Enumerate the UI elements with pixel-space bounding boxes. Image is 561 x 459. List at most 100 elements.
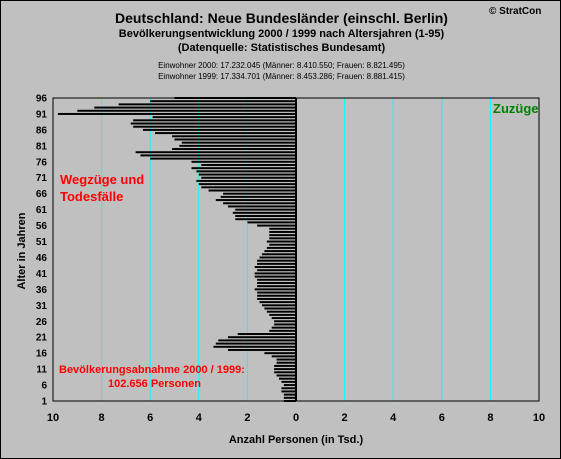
bar-age-15 [271,355,296,358]
y-tick-label: 36 [36,285,48,296]
bar-age-3 [283,393,296,396]
bar-age-39 [257,278,296,281]
bar-age-77 [150,157,296,160]
chart-title: Deutschland: Neue Bundesländer (einschl.… [115,10,448,26]
bar-age-4 [281,390,296,393]
y-tick-label: 21 [36,333,48,344]
bar-age-60 [232,211,296,214]
x-tick-label: 6 [147,412,153,424]
copyright-label: © StratCon [489,6,542,17]
bar-age-37 [257,285,296,288]
bar-age-25 [274,323,296,326]
y-tick-label: 71 [36,173,48,184]
bar-age-14 [276,358,296,361]
bar-age-86 [142,128,296,131]
annotation-decline-line2: 102.656 Personen [108,378,201,390]
x-tick-label: 10 [47,412,59,424]
y-tick-label: 46 [36,253,48,264]
y-tick-label: 91 [36,109,48,120]
bar-age-79 [135,151,296,154]
bar-age-69 [198,183,296,186]
y-tick-label: 81 [36,141,48,152]
annotation-outflow-line2: Todesfälle [60,189,123,204]
population-2000: Einwohner 2000: 17.232.045 (Männer: 8.41… [158,61,405,70]
bar-age-20 [218,339,296,342]
bar-age-57 [247,221,296,224]
x-axis-label: Anzahl Personen (in Tsd.) [229,434,364,446]
bar-age-87 [133,125,296,128]
bar-age-26 [274,320,296,323]
bar-age-5 [281,387,296,390]
x-tick-label: 4 [390,412,397,424]
bar-age-94 [118,103,296,106]
bar-age-88 [130,122,296,125]
y-tick-label: 11 [36,365,47,376]
bar-age-12 [274,364,296,367]
bar-age-36 [254,288,296,291]
bar-age-30 [264,307,296,310]
x-tick-label: 2 [244,412,250,424]
bar-age-21 [227,336,296,339]
bar-age-19 [215,342,296,345]
x-tick-label: 2 [342,412,348,424]
y-tick-label: 66 [36,189,48,200]
bar-age-42 [257,269,296,272]
x-tick-label: 8 [487,412,493,424]
bar-age-52 [269,237,296,240]
bar-age-63 [223,202,296,205]
bar-age-81 [179,144,296,147]
bar-age-51 [266,240,296,243]
bar-age-84 [172,135,296,138]
y-tick-label: 16 [36,349,48,360]
bar-age-61 [235,208,296,211]
bar-age-53 [269,234,296,237]
bar-age-78 [140,154,296,157]
bar-age-70 [196,179,296,182]
bar-age-91 [57,112,296,115]
bar-age-62 [227,205,296,208]
bar-age-67 [208,189,296,192]
bar-age-31 [261,304,296,307]
y-axis-label: Alter in Jahren [16,212,28,289]
bar-age-8 [278,377,296,380]
y-tick-label: 31 [36,301,48,312]
bar-age-32 [259,301,296,304]
bar-age-45 [257,259,296,262]
bar-age-92 [77,109,296,112]
bar-age-24 [271,326,296,329]
bar-age-85 [155,132,296,135]
bar-age-90 [152,116,296,119]
bar-age-11 [274,368,296,371]
bar-age-6 [283,384,296,387]
bar-age-71 [201,176,296,179]
bar-age-74 [191,167,296,170]
y-tick-label: 51 [36,237,48,248]
plot-border [52,97,540,402]
bar-age-68 [201,186,296,189]
bar-age-59 [235,215,296,217]
y-tick-label: 76 [36,157,48,168]
population-1999: Einwohner 1999: 17.334.701 (Männer: 8.45… [158,72,405,81]
bar-age-82 [181,141,296,144]
bar-age-7 [281,380,296,383]
bar-age-41 [254,272,296,275]
data-source: (Datenquelle: Statistisches Bundesamt) [177,42,386,54]
bar-age-34 [257,294,296,297]
bar-age-49 [266,246,296,249]
bar-age-9 [276,374,296,377]
bar-age-66 [223,192,296,195]
y-tick-label: 6 [41,381,47,392]
bar-age-16 [264,352,296,355]
bar-age-18 [213,345,296,348]
bar-age-47 [261,253,296,256]
x-tick-label: 8 [99,412,105,424]
bar-series [57,97,296,402]
bar-age-64 [215,199,296,202]
bar-age-56 [257,224,296,227]
x-tick-label: 10 [533,412,545,424]
y-tick-label: 61 [36,205,48,216]
bar-age-35 [257,291,296,294]
